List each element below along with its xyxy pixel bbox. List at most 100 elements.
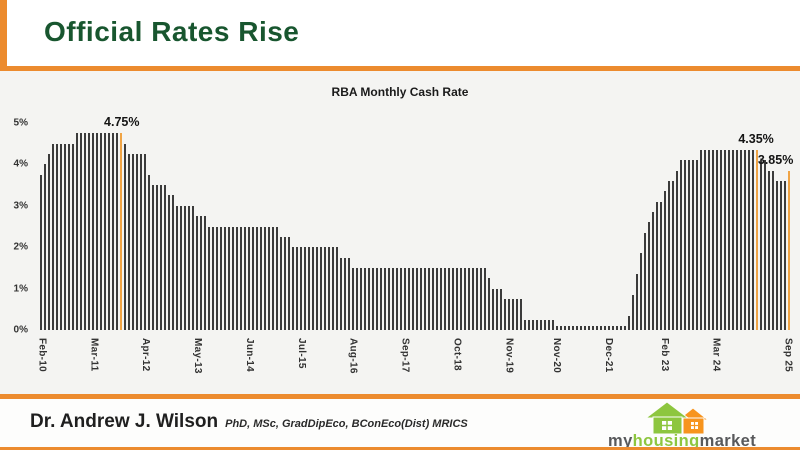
bar (536, 319, 538, 330)
bar (704, 149, 706, 330)
x-tick-label: Feb-10 (36, 338, 48, 373)
bar (336, 247, 338, 330)
plot-area: 4.75% 4.35% 3.85% (40, 115, 794, 330)
bar (484, 267, 486, 330)
bar (784, 180, 786, 330)
bar (740, 149, 742, 330)
bar (48, 154, 50, 330)
bar (500, 288, 502, 330)
bar (96, 133, 98, 330)
y-axis: 0% 1% 2% 3% 4% 5% (0, 118, 34, 336)
author-credentials: PhD, MSc, GradDipEco, BConEco(Dist) MRIC… (225, 418, 468, 430)
bar (468, 267, 470, 330)
bar (656, 201, 658, 330)
bar (768, 170, 770, 330)
y-tick-label: 5% (13, 117, 28, 129)
bar (748, 149, 750, 330)
bar (280, 236, 282, 330)
bar (460, 267, 462, 330)
bar (384, 267, 386, 330)
bar (572, 325, 574, 330)
bar (300, 247, 302, 330)
bar (464, 267, 466, 330)
bar (692, 160, 694, 330)
bar (424, 267, 426, 330)
bar (532, 319, 534, 330)
bar (640, 253, 642, 330)
bar (164, 185, 166, 330)
bar (296, 247, 298, 330)
bar (284, 236, 286, 330)
author-name: Dr. Andrew J. Wilson (30, 411, 219, 432)
bar (780, 180, 782, 330)
bar (676, 170, 678, 330)
bar (212, 226, 214, 330)
bar (520, 298, 522, 330)
bar (764, 160, 766, 330)
bar (540, 319, 542, 330)
bar (696, 160, 698, 330)
bar (380, 267, 382, 330)
bar (224, 226, 226, 330)
bar (112, 133, 114, 330)
bar (40, 174, 42, 330)
data-annotation: 4.75% (104, 115, 140, 130)
bottom-accent-bar (0, 447, 800, 450)
bar (160, 185, 162, 330)
bar (492, 288, 494, 330)
bar (744, 149, 746, 330)
bar (240, 226, 242, 330)
data-annotation: 3.85% (757, 152, 794, 167)
bar (360, 267, 362, 330)
x-tick-label: Mar-11 (88, 338, 100, 372)
x-tick-label: Nov-20 (551, 338, 563, 374)
bar (672, 180, 674, 330)
y-tick-label: 2% (13, 241, 28, 253)
bar (372, 267, 374, 330)
bar (708, 149, 710, 330)
bar (100, 133, 102, 330)
bar (184, 205, 186, 330)
x-tick-label: Jun-14 (243, 338, 255, 373)
logo-my: my (608, 432, 633, 450)
bar (192, 205, 194, 330)
bar (104, 133, 106, 330)
bar (312, 247, 314, 330)
bar (332, 247, 334, 330)
bar (324, 247, 326, 330)
bar (108, 133, 110, 330)
bar (588, 325, 590, 330)
bar (576, 325, 578, 330)
bar (328, 247, 330, 330)
header: Official Rates Rise (0, 0, 800, 66)
bar (580, 325, 582, 330)
bar (244, 226, 246, 330)
x-tick-label: Jul-15 (295, 338, 307, 369)
bar (548, 319, 550, 330)
y-tick-label: 0% (13, 324, 28, 336)
bar (544, 319, 546, 330)
bar (772, 170, 774, 330)
x-tick-label: Feb 23 (658, 338, 670, 372)
bar (308, 247, 310, 330)
bar (144, 154, 146, 330)
bar (440, 267, 442, 330)
bar (220, 226, 222, 330)
bar (68, 143, 70, 330)
chart-title: RBA Monthly Cash Rate (331, 85, 469, 99)
bar (436, 267, 438, 330)
bar (72, 143, 74, 330)
bar (264, 226, 266, 330)
bar (728, 149, 730, 330)
footer-divider (0, 394, 800, 399)
bar (508, 298, 510, 330)
bar (456, 267, 458, 330)
bar (400, 267, 402, 330)
bar (320, 247, 322, 330)
bar (776, 180, 778, 330)
bar (276, 226, 278, 330)
myhousingmarket-logo: myhousingmarket (608, 400, 756, 450)
bar (152, 185, 154, 330)
bar (420, 267, 422, 330)
bar (632, 294, 634, 330)
